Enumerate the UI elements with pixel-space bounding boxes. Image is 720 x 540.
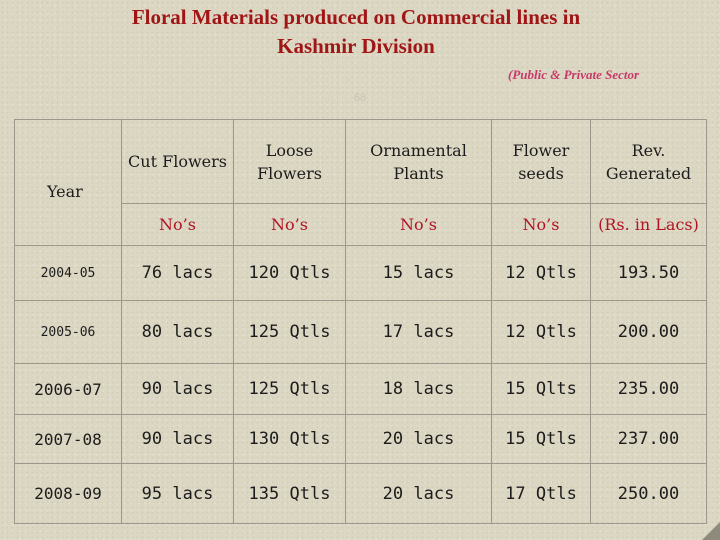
value-cell: 12 Qtls [491, 300, 591, 364]
unit-flower-seeds: No’s [491, 203, 591, 246]
production-table: Year Cut Flowers Loose Flowers Ornamenta… [14, 119, 707, 524]
unit-ornamental-plants: No’s [345, 203, 492, 246]
value-cell: 12 Qtls [491, 245, 591, 301]
unit-cut-flowers: No’s [121, 203, 234, 246]
unit-row: No’s No’s No’s No’s (Rs. in Lacs) [15, 203, 707, 246]
table-row: 2007-08 90 lacs 130 Qtls 20 lacs 15 Qtls… [14, 414, 707, 464]
table-row: 2006-07 90 lacs 125 Qtls 18 lacs 15 Qlts… [14, 363, 707, 415]
value-cell: 125 Qtls [233, 300, 346, 364]
year-cell: 2005-06 [14, 300, 122, 364]
table-row: 2005-06 80 lacs 125 Qtls 17 lacs 12 Qtls… [14, 300, 707, 364]
page-title: Floral Materials produced on Commercial … [0, 3, 720, 61]
value-cell: 237.00 [590, 414, 707, 464]
value-cell: 76 lacs [121, 245, 234, 301]
table-row: 2008-09 95 lacs 135 Qtls 20 lacs 17 Qtls… [14, 463, 707, 524]
value-cell: 95 lacs [121, 463, 234, 524]
page-curl-corner [702, 522, 720, 540]
header-rev-generated: Rev. Generated [590, 119, 707, 204]
value-cell: 17 lacs [345, 300, 492, 364]
value-cell: 20 lacs [345, 463, 492, 524]
value-cell: 15 Qtls [491, 414, 591, 464]
year-cell: 2004-05 [14, 245, 122, 301]
value-cell: 90 lacs [121, 363, 234, 415]
value-cell: 18 lacs [345, 363, 492, 415]
value-cell: 200.00 [590, 300, 707, 364]
year-cell: 2006-07 [14, 363, 122, 415]
header-ornamental-plants: Ornamental Plants [345, 119, 492, 204]
value-cell: 135 Qtls [233, 463, 346, 524]
header-row: Year Cut Flowers Loose Flowers Ornamenta… [14, 119, 707, 246]
subtitle: (Public & Private Sector [508, 67, 640, 82]
header-flower-seeds: Flower seeds [491, 119, 591, 204]
header-loose-flowers: Loose Flowers [233, 119, 346, 204]
value-cell: 20 lacs [345, 414, 492, 464]
value-cell: 193.50 [590, 245, 707, 301]
header-cut-flowers: Cut Flowers [121, 119, 234, 204]
year-cell: 2007-08 [14, 414, 122, 464]
title-line-1: Floral Materials produced on Commercial … [131, 5, 581, 29]
unit-loose-flowers: No’s [233, 203, 346, 246]
slide-number: 68 [354, 92, 367, 104]
value-cell: 80 lacs [121, 300, 234, 364]
value-cell: 15 lacs [345, 245, 492, 301]
title-line-2: Kashmir Division [277, 34, 435, 58]
unit-rev-generated: (Rs. in Lacs) [590, 203, 707, 246]
value-cell: 235.00 [590, 363, 707, 415]
year-header: Year [14, 119, 122, 246]
value-cell: 90 lacs [121, 414, 234, 464]
table-row: 2004-05 76 lacs 120 Qtls 15 lacs 12 Qtls… [14, 245, 707, 301]
value-cell: 17 Qtls [491, 463, 591, 524]
value-cell: 15 Qlts [491, 363, 591, 415]
year-cell: 2008-09 [14, 463, 122, 524]
value-cell: 250.00 [590, 463, 707, 524]
value-cell: 120 Qtls [233, 245, 346, 301]
value-cell: 125 Qtls [233, 363, 346, 415]
value-cell: 130 Qtls [233, 414, 346, 464]
